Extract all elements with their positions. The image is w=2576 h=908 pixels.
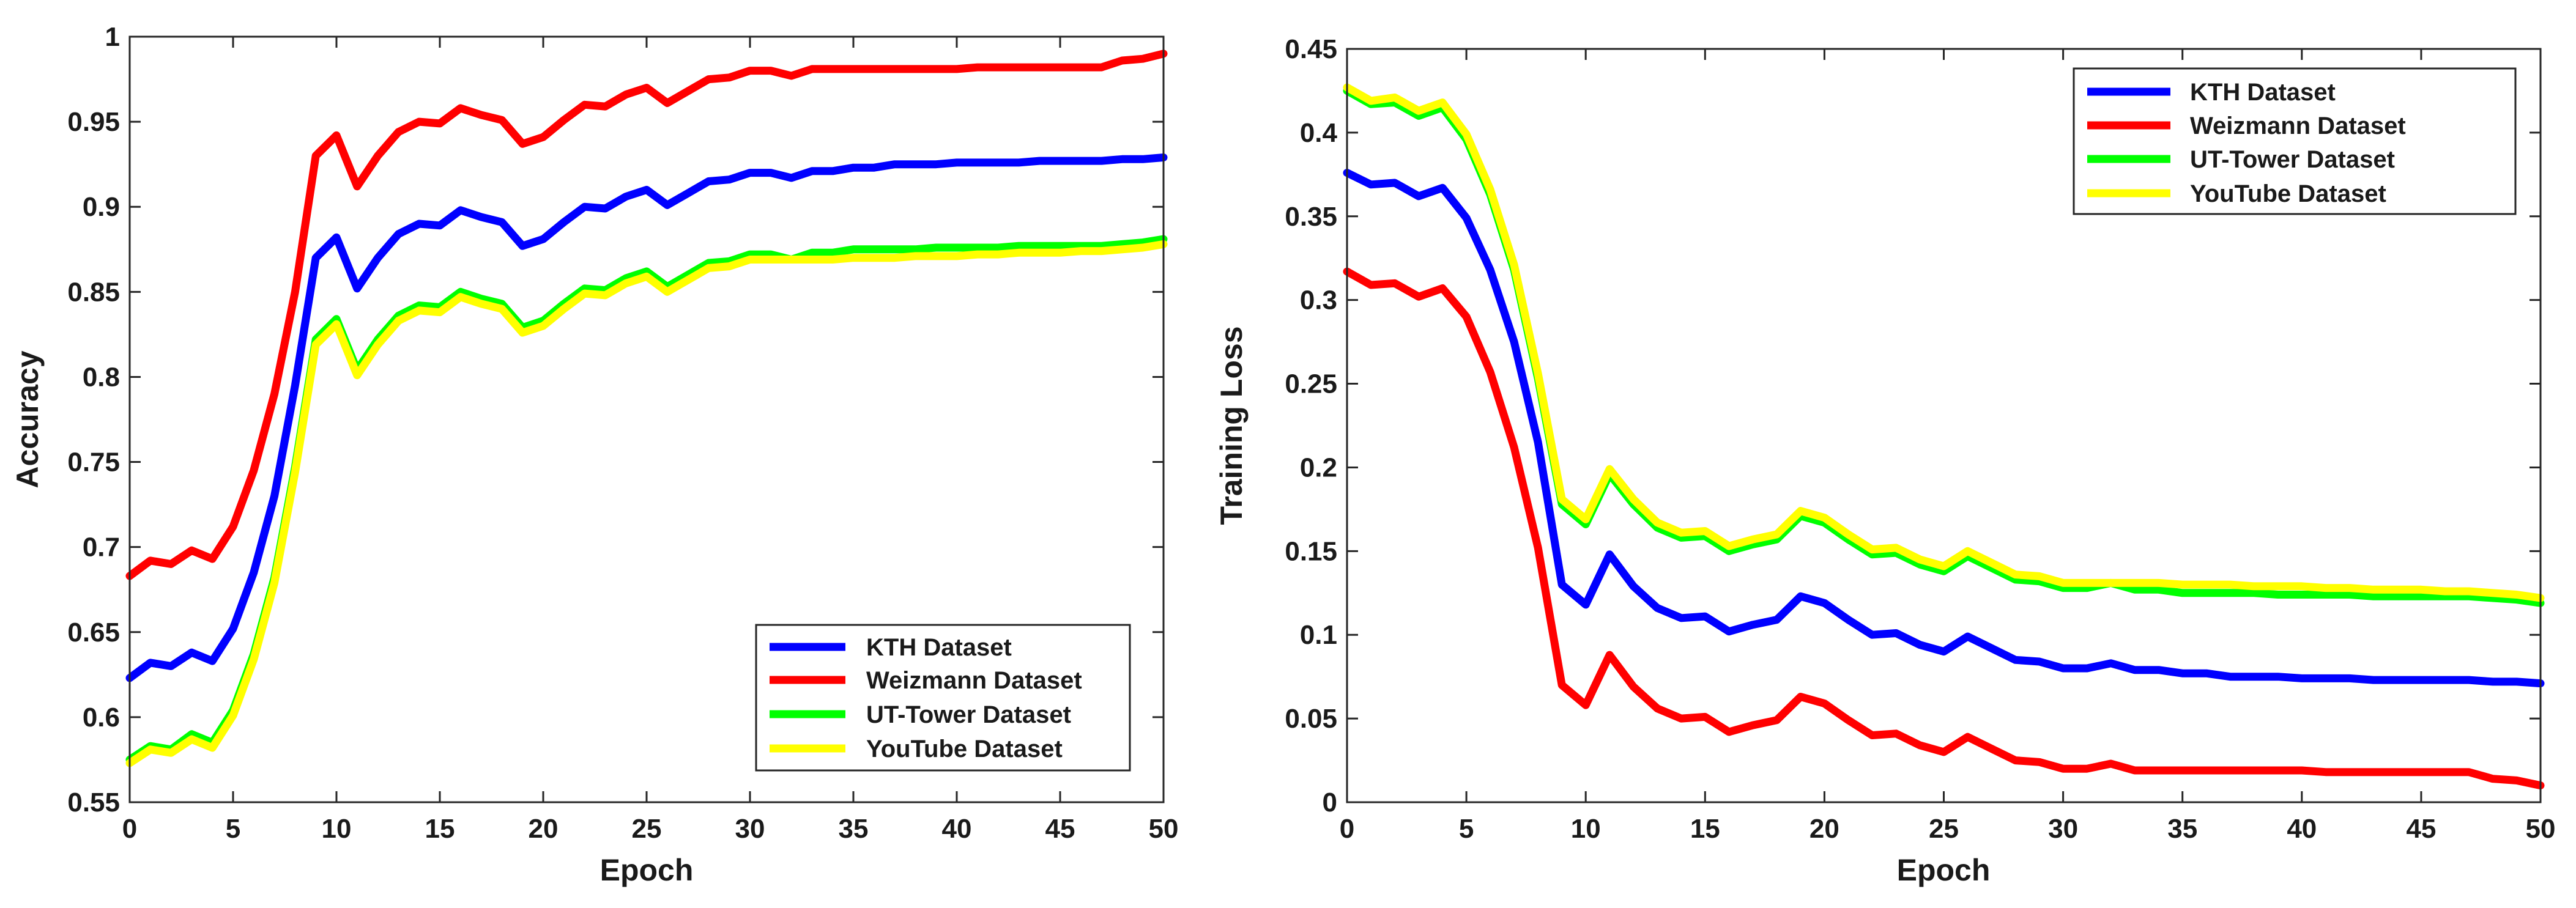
loss-y-tick-label: 0.35 — [1285, 202, 1337, 232]
accuracy-x-tick-label: 50 — [1149, 814, 1179, 844]
accuracy-x-tick-label: 35 — [839, 814, 869, 844]
accuracy-legend-label-kth: KTH Dataset — [866, 634, 1012, 661]
accuracy-y-ticks: 0.55 0.6 0.65 0.7 0.75 0.8 0.85 0.9 0.95 1 — [67, 22, 1164, 818]
loss-x-tick-label: 25 — [1929, 814, 1959, 844]
loss-series-line-kth — [1343, 169, 2545, 688]
accuracy-y-tick-label: 0.7 — [83, 533, 120, 563]
loss-legend-label-kth: KTH Dataset — [2190, 79, 2336, 106]
loss-x-tick-label: 0 — [1340, 814, 1354, 844]
loss-x-axis-title: Epoch — [1897, 853, 1991, 887]
loss-y-ticks: 0 0.05 0.1 0.15 0.2 0.25 0.3 0.35 0.4 0.45 — [1285, 34, 2541, 818]
loss-x-tick-label: 40 — [2287, 814, 2317, 844]
loss-legend-label-ut-tower: UT-Tower Dataset — [2190, 146, 2395, 173]
accuracy-x-tick-label: 25 — [632, 814, 662, 844]
accuracy-x-tick-label: 30 — [735, 814, 765, 844]
accuracy-x-tick-label: 10 — [322, 814, 352, 844]
accuracy-x-tick-label: 0 — [122, 814, 137, 844]
accuracy-legend: KTH Dataset Weizmann Dataset UT-Tower Da… — [755, 624, 1131, 772]
accuracy-series-line-kth — [125, 153, 1168, 682]
accuracy-y-tick-label: 0.8 — [83, 362, 120, 392]
accuracy-y-axis-title: Accuracy — [10, 350, 45, 488]
loss-x-tick-label: 50 — [2526, 814, 2556, 844]
loss-y-tick-label: 0.25 — [1285, 369, 1337, 399]
loss-x-tick-label: 30 — [2048, 814, 2078, 844]
loss-y-tick-label: 0.1 — [1300, 620, 1337, 650]
loss-x-tick-label: 20 — [1810, 814, 1839, 844]
accuracy-x-tick-label: 15 — [425, 814, 455, 844]
accuracy-y-tick-label: 0.75 — [67, 448, 120, 478]
training-loss-chart: 0 5 10 15 20 25 30 35 40 45 50 0 0.05 0.1 0.15 0.2 0.25… — [1214, 34, 2555, 887]
loss-y-tick-label: 0.45 — [1285, 34, 1337, 64]
accuracy-y-tick-label: 0.55 — [67, 788, 120, 818]
accuracy-x-tick-label: 20 — [529, 814, 559, 844]
accuracy-chart: 0 5 10 15 20 25 30 35 40 45 50 0.550.60.650.70.750… — [10, 22, 1178, 887]
loss-y-tick-label: 0 — [1323, 788, 1337, 818]
loss-axes-box — [1346, 48, 2542, 803]
loss-x-tick-label: 45 — [2406, 814, 2436, 844]
loss-x-tick-label: 5 — [1459, 814, 1474, 844]
accuracy-y-tick-label: 0.95 — [67, 107, 120, 137]
loss-series-line-weizmann — [1343, 267, 2545, 790]
accuracy-x-ticks: 0 5 10 15 20 25 30 35 40 45 50 — [122, 37, 1179, 844]
accuracy-x-tick-label: 45 — [1045, 814, 1075, 844]
loss-legend: KTH Dataset Weizmann Dataset UT-Tower Da… — [2073, 67, 2517, 215]
loss-x-tick-label: 35 — [2167, 814, 2197, 844]
loss-y-tick-label: 0.05 — [1285, 704, 1337, 734]
loss-series-line-youtube — [1343, 83, 2545, 602]
accuracy-y-tick-label: 1 — [105, 22, 120, 52]
loss-y-tick-label: 0.4 — [1300, 118, 1338, 148]
accuracy-legend-label-ut-tower: UT-Tower Dataset — [866, 701, 1071, 728]
loss-legend-label-weizmann: Weizmann Dataset — [2190, 113, 2406, 139]
accuracy-y-tick-label: 0.85 — [67, 277, 120, 307]
loss-legend-label-youtube: YouTube Dataset — [2190, 180, 2386, 207]
loss-x-ticks: 0 5 10 15 20 25 30 35 40 45 50 — [1340, 49, 2556, 844]
accuracy-series-line-youtube — [125, 240, 1168, 767]
accuracy-y-tick-label: 0.9 — [83, 192, 120, 222]
loss-y-tick-label: 0.15 — [1285, 536, 1337, 566]
accuracy-legend-label-weizmann: Weizmann Dataset — [866, 667, 1082, 694]
accuracy-x-axis-title: Epoch — [600, 853, 694, 887]
accuracy-axes-box — [128, 35, 1165, 803]
loss-x-tick-label: 10 — [1571, 814, 1601, 844]
accuracy-legend-label-youtube: YouTube Dataset — [866, 736, 1063, 762]
loss-y-axis-title: Training Loss — [1214, 326, 1249, 525]
loss-y-tick-label: 0.2 — [1300, 452, 1337, 482]
accuracy-x-tick-label: 5 — [226, 814, 240, 844]
accuracy-series-group — [125, 50, 1168, 767]
accuracy-series-line-weizmann — [125, 50, 1168, 580]
loss-series-group — [1343, 83, 2545, 790]
loss-x-tick-label: 15 — [1690, 814, 1720, 844]
accuracy-y-tick-label: 0.6 — [83, 703, 120, 733]
accuracy-x-tick-label: 40 — [942, 814, 972, 844]
loss-y-tick-label: 0.3 — [1300, 286, 1337, 316]
accuracy-y-tick-label: 0.65 — [67, 618, 120, 648]
